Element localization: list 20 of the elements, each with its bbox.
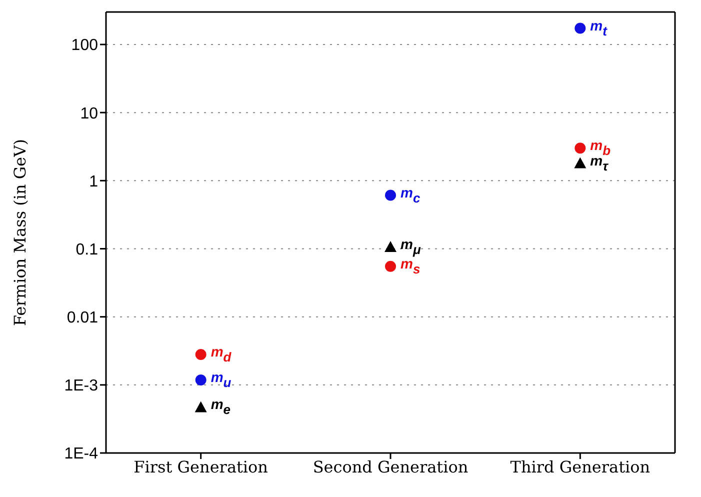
y-tick-label: 1 [89, 173, 98, 190]
point [384, 241, 396, 252]
x-tick-label: Second Generation [312, 457, 468, 476]
point [385, 190, 396, 201]
point [574, 142, 586, 154]
x-tick-label: First Generation [134, 457, 268, 476]
y-tick-label: 10 [80, 105, 98, 122]
point [574, 157, 586, 168]
y-axis-title: Fermion Mass (in GeV) [10, 139, 30, 326]
point [195, 348, 206, 360]
y-tick-label: 1E-4 [64, 446, 98, 463]
point [385, 260, 396, 272]
y-tick-label: 0.01 [66, 310, 98, 327]
y-tick-label: 1E-3 [64, 378, 98, 395]
point [195, 374, 206, 386]
y-tick-label: 100 [71, 37, 98, 54]
point [194, 401, 207, 412]
x-tick-label: Third Generation [510, 457, 650, 476]
y-tick-label: 0.1 [76, 241, 98, 258]
point [574, 22, 586, 34]
